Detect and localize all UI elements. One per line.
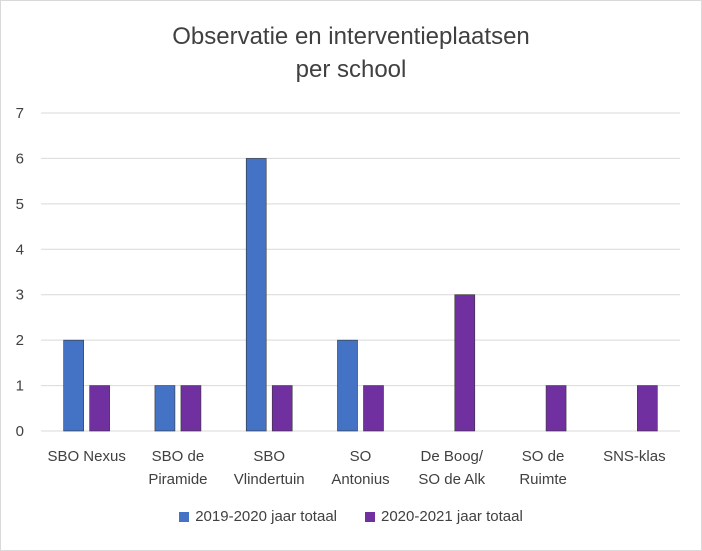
x-tick-label-3-line-1: SBO xyxy=(253,448,285,465)
legend: 2019-2020 jaar totaal 2020-2021 jaar tot… xyxy=(0,508,702,525)
y-tick-label-3: 3 xyxy=(16,287,24,304)
bar-series-2-cat-5 xyxy=(454,294,476,432)
chart-title-line-1: Observatie en interventieplaatsen xyxy=(172,23,530,50)
x-tick-label-1-line-1: SBO Nexus xyxy=(47,448,125,465)
y-tick-label-5: 5 xyxy=(16,196,24,213)
x-tick-label-6-line-1: SO de xyxy=(522,448,565,465)
bar-series-1-cat-2 xyxy=(154,385,176,432)
y-tick-label-6: 6 xyxy=(16,150,24,167)
bar-series-2-cat-2 xyxy=(180,385,202,432)
bar-series-1-cat-1 xyxy=(63,339,84,432)
bar-series-2-cat-1 xyxy=(89,385,110,432)
bar-series-2-cat-4 xyxy=(363,385,384,432)
legend-item-series-2: 2020-2021 jaar totaal xyxy=(365,508,523,525)
y-tick-label-0: 0 xyxy=(16,423,24,440)
bar-series-1-cat-4 xyxy=(337,339,358,432)
chart-title-line-2: per school xyxy=(295,56,407,83)
y-tick-label-1: 1 xyxy=(16,378,24,395)
y-tick-label-2: 2 xyxy=(16,332,24,349)
x-tick-label-2-line-2: Piramide xyxy=(148,471,207,488)
bar-series-1-cat-3 xyxy=(245,158,267,432)
y-tick-label-7: 7 xyxy=(16,105,24,122)
x-tick-label-6-line-2: Ruimte xyxy=(519,471,567,488)
legend-label-series-1: 2019-2020 jaar totaal xyxy=(195,508,337,525)
x-tick-label-5-line-2: SO de Alk xyxy=(418,471,485,488)
legend-swatch-series-2 xyxy=(365,511,375,522)
x-tick-label-2-line-1: SBO de xyxy=(152,448,205,465)
y-tick-label-4: 4 xyxy=(16,241,24,258)
x-tick-label-4-line-2: Antonius xyxy=(331,471,389,488)
x-tick-label-5-line-1: De Boog/ xyxy=(421,448,484,465)
bar-series-2-cat-3 xyxy=(271,385,293,432)
x-tick-label-4-line-1: SO xyxy=(350,448,372,465)
legend-item-series-1: 2019-2020 jaar totaal xyxy=(179,508,337,525)
legend-swatch-series-1 xyxy=(179,511,190,522)
bar-series-2-cat-6 xyxy=(545,385,567,432)
chart-title: Observatie en interventieplaatsen per sc… xyxy=(0,20,702,86)
legend-label-series-2: 2020-2021 jaar totaal xyxy=(381,508,523,525)
x-tick-label-7-line-1: SNS-klas xyxy=(603,448,666,465)
x-tick-label-3-line-2: Vlindertuin xyxy=(234,471,305,488)
bar-series-2-cat-7 xyxy=(637,385,658,432)
